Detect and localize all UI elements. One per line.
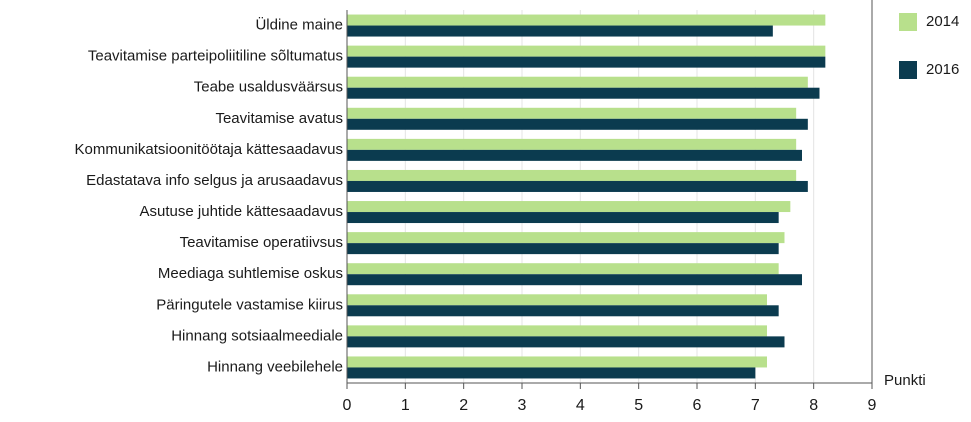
bar xyxy=(347,201,791,213)
legend-label: 2016 xyxy=(926,61,959,78)
bar xyxy=(347,169,797,181)
y-tick-label: Teabe usaldusväärsus xyxy=(194,79,343,96)
bar xyxy=(347,180,808,192)
bar xyxy=(347,45,826,57)
y-tick-label: Asutuse juhtide kättesaadavus xyxy=(140,203,343,220)
x-tick-label: 1 xyxy=(401,397,410,414)
y-tick-label: Teavitamise avatus xyxy=(215,110,343,127)
bar xyxy=(347,107,797,119)
x-axis-title: Punkti xyxy=(884,372,926,389)
bar xyxy=(347,294,767,306)
x-tick-label: 4 xyxy=(576,397,585,414)
bar xyxy=(347,25,773,37)
bar xyxy=(347,336,785,348)
x-tick-label: 7 xyxy=(751,397,760,414)
bar xyxy=(347,263,779,275)
x-tick-label: 0 xyxy=(343,397,352,414)
y-tick-label: Hinnang sotsiaalmeediale xyxy=(171,327,343,344)
y-tick-label: Edastatava info selgus ja arusaadavus xyxy=(86,172,343,189)
bar xyxy=(347,149,802,161)
y-tick-label: Üldine maine xyxy=(255,16,343,34)
y-tick-label: Kommunikatsioonitöötaja kättesaadavus xyxy=(75,141,344,158)
y-tick-label: Teavitamise operatiivsus xyxy=(180,234,343,251)
bar xyxy=(347,232,785,244)
bar xyxy=(347,212,779,224)
legend-swatch xyxy=(899,13,917,31)
bar xyxy=(347,325,767,337)
bar xyxy=(347,367,756,379)
x-tick-label: 9 xyxy=(868,397,877,414)
x-tick-label: 6 xyxy=(693,397,702,414)
bar xyxy=(347,87,820,99)
bar xyxy=(347,305,779,317)
bar xyxy=(347,274,802,286)
bar xyxy=(347,356,767,368)
x-tick-label: 2 xyxy=(459,397,468,414)
bar xyxy=(347,118,808,130)
bar xyxy=(347,56,826,68)
bar xyxy=(347,76,808,88)
y-tick-label: Päringutele vastamise kiirus xyxy=(156,296,343,313)
y-tick-label: Teavitamise parteipoliitiline sõltumatus xyxy=(88,48,343,65)
legend-label: 2014 xyxy=(926,13,959,30)
bar xyxy=(347,243,779,255)
x-tick-label: 5 xyxy=(634,397,643,414)
bar xyxy=(347,14,826,26)
legend-swatch xyxy=(899,61,917,79)
y-tick-label: Hinnang veebilehele xyxy=(207,358,343,375)
y-tick-label: Meediaga suhtlemise oskus xyxy=(158,265,343,282)
x-tick-label: 3 xyxy=(518,397,527,414)
bar xyxy=(347,138,797,150)
x-tick-label: 8 xyxy=(809,397,818,414)
